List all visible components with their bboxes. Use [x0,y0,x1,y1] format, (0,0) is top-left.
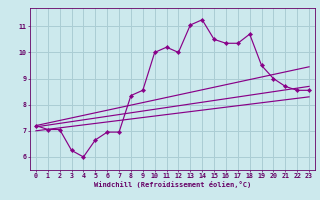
X-axis label: Windchill (Refroidissement éolien,°C): Windchill (Refroidissement éolien,°C) [94,181,251,188]
